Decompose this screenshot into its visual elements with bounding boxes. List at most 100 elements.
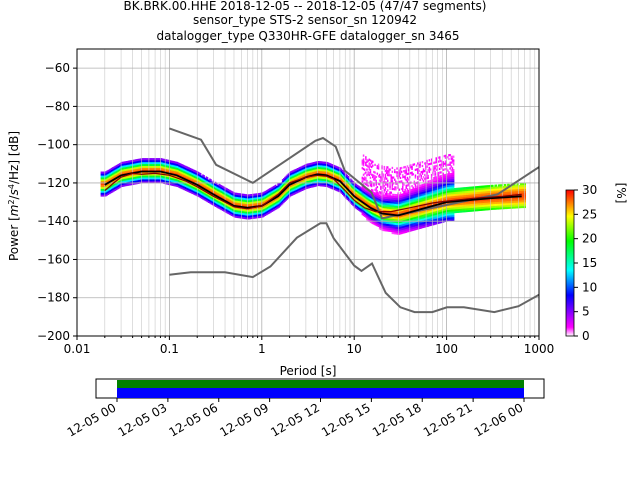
chart-title: BK.BRK.00.HHE 2018-12-05 -- 2018-12-05 (… [124,0,487,43]
heatmap-cell [200,173,202,175]
heatmap-cell [415,175,417,177]
ppsd-figure: BK.BRK.00.HHE 2018-12-05 -- 2018-12-05 (… [0,0,640,480]
heatmap-cell [387,184,389,186]
heatmap-cell [364,169,366,171]
heatmap-cell [385,187,387,189]
heatmap-cell [388,172,390,174]
heatmap-cell [448,158,450,160]
heatmap-cell [414,163,416,165]
heatmap-cell [366,169,368,171]
heatmap-cell [365,156,367,158]
heatmap-cell [370,169,372,171]
heatmap-cell [423,180,425,182]
heatmap-cell [436,159,438,161]
heatmap-cell [417,172,419,174]
heatmap-cell [384,168,386,170]
heatmap-cell [394,179,396,181]
heatmap-cell [210,179,212,181]
heatmap-cell [379,183,381,185]
heatmap-cell [419,164,421,166]
heatmap-cell [384,166,386,168]
heatmap-cell [429,159,431,161]
heatmap-cell [439,156,441,158]
heatmap-cell [439,168,441,170]
heatmap-cell [428,175,430,177]
heatmap-cell [370,177,372,179]
heatmap-cell [415,176,417,178]
heatmap-cell [371,183,373,185]
heatmap-cell [387,166,389,168]
heatmap-cell [402,186,404,188]
heatmap-cell [378,164,380,166]
heatmap-cell [406,168,408,170]
heatmap-cell [203,175,205,177]
heatmap-cell [363,158,365,160]
heatmap-cell [434,171,436,173]
heatmap-cell [408,178,410,180]
heatmap-cell [424,170,426,172]
heatmap-cell [378,166,380,168]
heatmap-cell [422,165,424,167]
heatmap-cell [366,180,368,182]
heatmap-cell [417,178,419,180]
heatmap-cell [372,161,374,163]
heatmap-cell [372,189,374,191]
heatmap-cell [422,161,424,163]
heatmap-cell [348,176,350,178]
heatmap-cell [382,175,384,177]
heatmap-cell [408,169,410,171]
heatmap-cell [378,167,380,169]
heatmap-cell [440,171,442,173]
heatmap-cell [391,192,393,194]
heatmap-cell [374,164,376,166]
heatmap-cell [389,186,391,188]
heatmap-cell [395,181,397,183]
heatmap-cell [392,186,394,188]
heatmap-cell [421,175,423,177]
heatmap-cell [434,173,436,175]
heatmap-cell [426,160,428,162]
heatmap-cell [408,167,410,169]
heatmap-cell [363,155,365,157]
heatmap-cell [365,177,367,179]
heatmap-cell [207,177,209,179]
heatmap-cell [428,177,430,179]
heatmap-cell [396,167,398,169]
heatmap-cell [392,167,394,169]
heatmap-cell [385,176,387,178]
heatmap-cell [443,165,445,167]
heatmap-cell [385,189,387,191]
heatmap-cell [376,180,378,182]
plot-area: 0.01 0.1 1 10 100 1000 −60−80−100−120−140−160… [7,49,632,378]
heatmap-cell [400,177,402,179]
heatmap-cell [392,171,394,173]
heatmap-cell [426,171,428,173]
heatmap-cell [399,189,401,191]
heatmap-cell [387,189,389,191]
heatmap-cell [370,171,372,173]
heatmap-cell [402,188,404,190]
heatmap-cell [376,184,378,186]
heatmap-cell [419,179,421,181]
heatmap-cell [387,180,389,182]
heatmap-cell [401,167,403,169]
heatmap-cell [363,164,365,166]
title-line-1: BK.BRK.00.HHE 2018-12-05 -- 2018-12-05 (… [124,0,487,13]
heatmap-cell [389,169,391,171]
heatmap-cell [411,166,413,168]
heatmap-cell [404,176,406,178]
heatmap-cell [411,168,413,170]
heatmap-cell [376,176,378,178]
heatmap-cell [403,184,405,186]
heatmap-cell [392,180,394,182]
heatmap-cell [386,178,388,180]
heatmap-cell [367,185,369,187]
heatmap-cell [419,166,421,168]
heatmap-cell [382,173,384,175]
heatmap-cell [373,184,375,186]
heatmap-cell [430,168,432,170]
heatmap-cell [379,174,381,176]
heatmap-cell [395,188,397,190]
heatmap-cell [389,184,391,186]
heatmap-cell [389,188,391,190]
